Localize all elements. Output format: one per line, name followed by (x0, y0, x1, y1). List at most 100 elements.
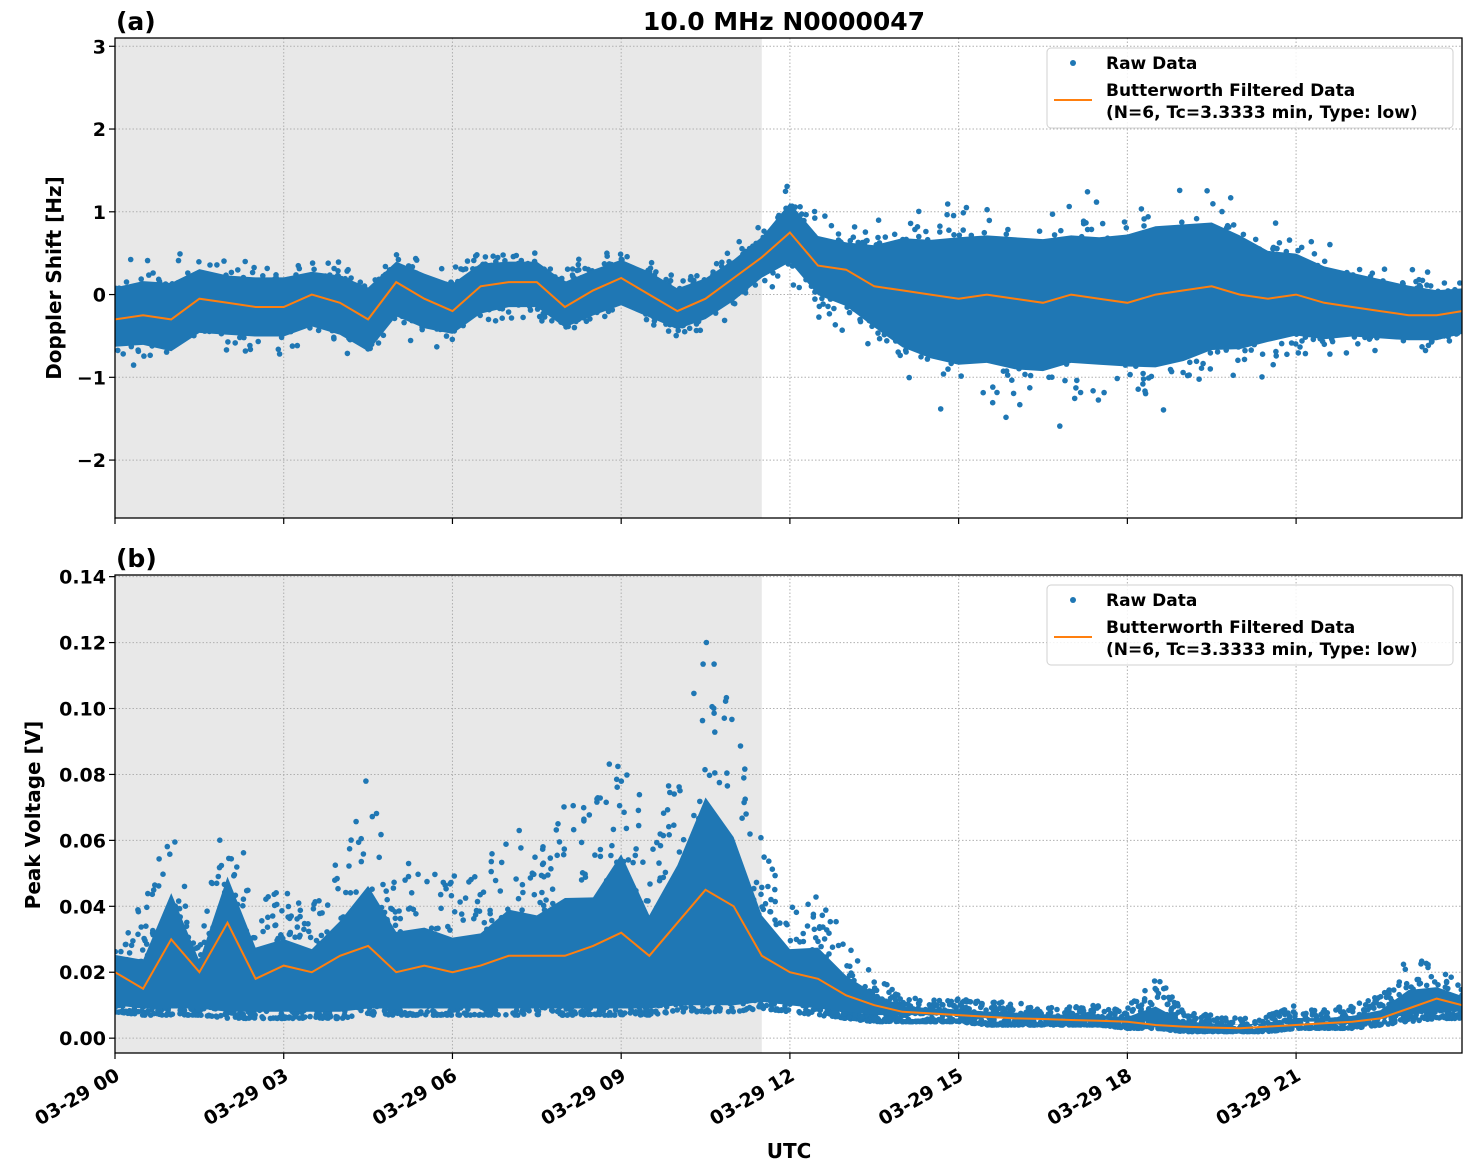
raw-data-point (766, 858, 772, 864)
raw-data-point (954, 998, 960, 1004)
raw-data-point (335, 268, 341, 274)
raw-data-point (579, 840, 585, 846)
raw-data-point (916, 209, 922, 215)
raw-data-point (866, 967, 872, 973)
raw-data-point (836, 231, 842, 237)
raw-data-point (1372, 348, 1378, 354)
raw-data-point (319, 933, 325, 939)
raw-data-point (1081, 218, 1087, 224)
raw-data-point (739, 815, 745, 821)
raw-data-point (1204, 188, 1210, 194)
raw-data-point (876, 217, 882, 223)
raw-data-point (1242, 348, 1248, 354)
raw-data-point (532, 250, 538, 256)
raw-data-point (383, 888, 389, 894)
raw-data-point (724, 770, 730, 776)
raw-data-point (176, 258, 182, 264)
raw-data-point (539, 318, 545, 324)
raw-data-point (160, 871, 166, 877)
raw-data-point (557, 839, 563, 845)
raw-data-point (1152, 978, 1158, 984)
raw-data-point (391, 885, 397, 891)
raw-data-point (697, 799, 703, 805)
raw-data-point (207, 262, 213, 268)
raw-data-point (1066, 204, 1072, 210)
raw-data-point (800, 931, 806, 937)
raw-data-point (851, 234, 857, 240)
raw-data-point (1357, 1000, 1363, 1006)
raw-data-point (439, 266, 445, 272)
raw-data-point (1226, 224, 1232, 230)
raw-data-point (150, 270, 156, 276)
raw-data-point (755, 225, 761, 231)
raw-data-point (1435, 982, 1441, 988)
raw-data-point (742, 766, 748, 772)
raw-data-point (611, 827, 617, 833)
raw-data-point (916, 234, 922, 240)
raw-data-point (393, 916, 399, 922)
raw-data-point (739, 246, 745, 252)
raw-data-point (1027, 385, 1033, 391)
raw-data-point (1074, 1004, 1080, 1010)
raw-data-point (539, 890, 545, 896)
raw-data-point (1424, 282, 1430, 288)
raw-data-point (700, 661, 706, 667)
raw-data-point (1260, 351, 1266, 357)
raw-data-point (1210, 201, 1216, 207)
raw-data-point (1186, 372, 1192, 378)
raw-data-point (592, 852, 598, 858)
raw-data-point (847, 310, 853, 316)
raw-data-point (694, 273, 700, 279)
raw-data-point (784, 184, 790, 190)
raw-data-point (347, 846, 353, 852)
raw-data-point (391, 880, 397, 886)
raw-data-point (726, 1009, 732, 1015)
raw-data-point (177, 251, 183, 257)
raw-data-point (509, 315, 515, 321)
raw-data-point (1357, 267, 1363, 273)
raw-data-point (987, 218, 993, 224)
raw-data-point (1049, 374, 1055, 380)
x-tick-label: 03-29 00 (31, 1064, 123, 1130)
raw-data-point (1142, 388, 1148, 394)
raw-data-point (621, 810, 627, 816)
raw-data-point (434, 344, 440, 350)
raw-data-point (1101, 390, 1107, 396)
raw-data-point (1284, 352, 1290, 358)
raw-data-point (666, 328, 672, 334)
raw-data-point (500, 252, 506, 258)
raw-data-point (1443, 984, 1449, 990)
raw-data-point (1312, 251, 1318, 257)
x-tick-label: 03-29 03 (200, 1064, 292, 1130)
x-tick-label: 03-29 12 (706, 1064, 798, 1130)
raw-data-point (298, 908, 304, 914)
raw-data-point (633, 853, 639, 859)
raw-data-point (829, 223, 835, 229)
raw-data-point (688, 277, 694, 283)
raw-data-point (359, 859, 365, 865)
x-tick-label: 03-29 15 (875, 1064, 967, 1130)
raw-data-point (115, 348, 121, 354)
raw-data-point (1028, 373, 1034, 379)
raw-data-point (1443, 972, 1449, 978)
raw-data-point (783, 921, 789, 927)
raw-data-point (511, 254, 517, 260)
raw-data-point (640, 859, 646, 865)
raw-data-point (444, 333, 450, 339)
x-tick-label: 03-29 18 (1044, 1064, 1136, 1130)
raw-data-point (225, 339, 231, 345)
raw-data-point (346, 863, 352, 869)
x-tick-label: 03-29 09 (537, 1064, 629, 1130)
raw-data-point (297, 914, 303, 920)
raw-data-point (383, 264, 389, 270)
raw-data-point (770, 284, 776, 290)
raw-data-point (1157, 1026, 1163, 1032)
raw-data-point (576, 262, 582, 268)
raw-data-point (572, 325, 578, 331)
raw-data-point (376, 855, 382, 861)
y-tick-label: 0.00 (59, 1028, 106, 1050)
raw-data-point (176, 898, 182, 904)
raw-data-point (1287, 237, 1293, 243)
raw-data-point (1135, 386, 1141, 392)
raw-data-point (1011, 391, 1017, 397)
